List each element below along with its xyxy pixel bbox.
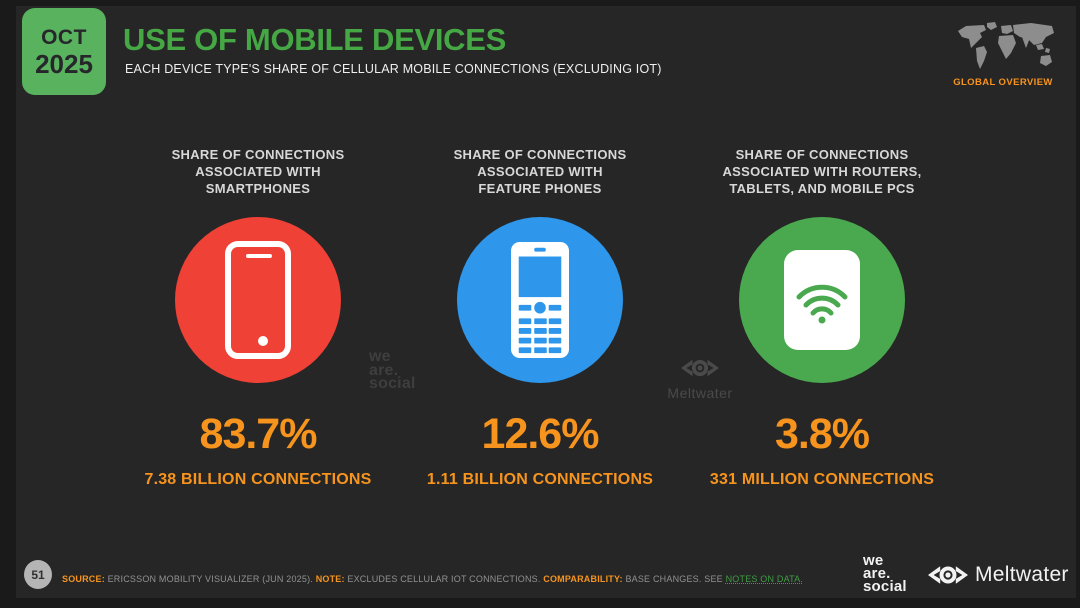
- source-line: SOURCE: ERICSSON MOBILITY VISUALIZER (JU…: [62, 574, 803, 584]
- percent-value: 3.8%: [774, 410, 870, 458]
- source-text: ERICSSON MOBILITY VISUALIZER (JUN 2025).: [104, 574, 316, 584]
- global-overview-label: GLOBAL OVERVIEW: [953, 77, 1053, 88]
- stat-circle: [457, 217, 623, 383]
- logo-we-are-social: we are. social: [863, 552, 907, 595]
- date-month: OCT: [41, 25, 87, 49]
- column-heading: SHARE OF CONNECTIONS ASSOCIATED WITH ROU…: [722, 147, 922, 196]
- logo-line: we: [863, 552, 884, 569]
- meltwater-eye-icon: [681, 359, 719, 377]
- watermark-we-are-social: we are. social: [369, 348, 416, 392]
- note-label: NOTE:: [315, 574, 345, 584]
- watermark-line: social: [369, 375, 416, 392]
- watermark-line: we: [369, 348, 391, 365]
- notes-on-data-link[interactable]: NOTES ON DATA.: [725, 574, 804, 584]
- date-year: 2025: [35, 48, 93, 79]
- column-heading: SHARE OF CONNECTIONS ASSOCIATED WITH SMA…: [171, 147, 345, 196]
- page-number: 51: [31, 567, 45, 582]
- feature-phone-icon: [511, 242, 569, 358]
- stat-column-feature-phones: SHARE OF CONNECTIONS ASSOCIATED WITH FEA…: [390, 140, 690, 500]
- connections-label: 1.11 BILLION CONNECTIONS: [426, 471, 654, 488]
- column-heading: SHARE OF CONNECTIONS ASSOCIATED WITH FEA…: [453, 147, 627, 196]
- stat-column-routers-tablets: SHARE OF CONNECTIONS ASSOCIATED WITH ROU…: [672, 140, 972, 500]
- watermark-meltwater-text: Meltwater: [667, 385, 733, 401]
- comparability-text: BASE CHANGES. SEE: [622, 574, 726, 584]
- connections-label: 7.38 BILLION CONNECTIONS: [144, 471, 372, 488]
- source-label: SOURCE:: [62, 574, 105, 584]
- page-title: USE OF MOBILE DEVICES: [123, 22, 506, 57]
- watermark-line: are.: [369, 361, 399, 379]
- page-number-badge: 51: [24, 560, 52, 589]
- stat-circle: [739, 217, 905, 383]
- page-subtitle: EACH DEVICE TYPE'S SHARE OF CELLULAR MOB…: [125, 62, 662, 76]
- percent-value: 12.6%: [481, 410, 600, 458]
- world-map-icon: [956, 20, 1056, 74]
- stat-circle: [175, 217, 341, 383]
- smartphone-icon: [225, 241, 291, 359]
- router-icon: [784, 250, 860, 350]
- logo-line: social: [863, 577, 907, 595]
- percent-value: 83.7%: [199, 410, 318, 458]
- meltwater-logo-text: Meltwater: [975, 563, 1069, 586]
- logo-line: are.: [863, 564, 891, 582]
- connections-label: 331 MILLION CONNECTIONS: [709, 471, 935, 488]
- date-badge: OCT 2025: [22, 8, 106, 95]
- watermark-meltwater: Meltwater: [640, 358, 760, 401]
- note-text: EXCLUDES CELLULAR IOT CONNECTIONS.: [344, 574, 544, 584]
- stat-column-smartphones: SHARE OF CONNECTIONS ASSOCIATED WITH SMA…: [108, 140, 408, 500]
- logo-meltwater: Meltwater: [928, 563, 1069, 587]
- comparability-label: COMPARABILITY:: [543, 574, 623, 584]
- meltwater-eye-icon: [928, 566, 968, 584]
